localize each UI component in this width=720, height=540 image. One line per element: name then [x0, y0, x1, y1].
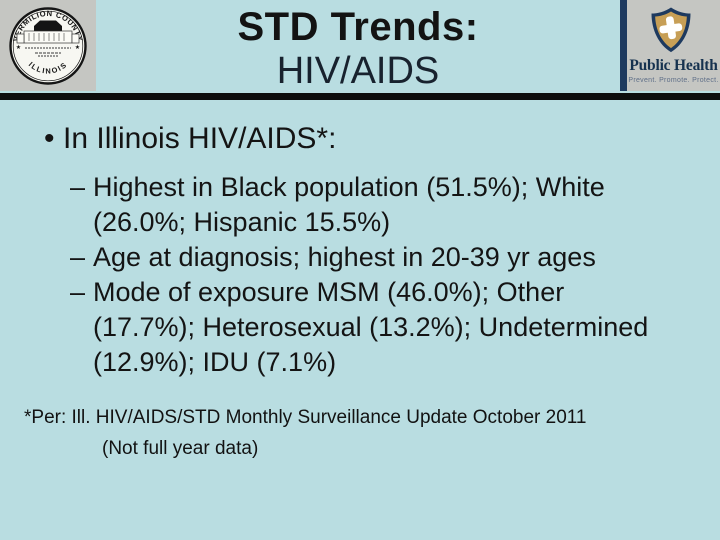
dash-marker: –	[70, 277, 86, 307]
title-line-1: STD Trends:	[237, 5, 479, 49]
vermilion-county-seal-panel: VERMILION COUNTY ILLINOIS ★ ★	[0, 0, 96, 91]
title-line-2: HIV/AIDS	[276, 50, 440, 92]
main-bullet: • In Illinois HIV/AIDS*:	[44, 118, 710, 160]
vermilion-county-seal-icon: VERMILION COUNTY ILLINOIS ★ ★	[9, 7, 87, 85]
footnote-source: *Per: Ill. HIV/AIDS/STD Monthly Surveill…	[24, 407, 587, 428]
main-bullet-text: In Illinois HIV/AIDS*:	[63, 122, 337, 155]
footnote: *Per: Ill. HIV/AIDS/STD Monthly Surveill…	[24, 402, 587, 464]
public-health-logo-panel: Public Health Prevent. Promote. Protect.	[620, 0, 720, 91]
dash-marker: –	[70, 172, 86, 202]
title-divider-bar	[0, 93, 720, 100]
bullet-marker: •	[44, 122, 55, 155]
seal-star-left-icon: ★	[16, 44, 21, 51]
footnote-qualifier: (Not full year data)	[102, 438, 259, 459]
sub-bullet-text: Highest in Black population (51.5%); Whi…	[93, 172, 605, 237]
dash-marker: –	[70, 242, 86, 272]
seal-courthouse-art	[16, 20, 80, 57]
slide-title: STD Trends: HIV/AIDS	[100, 4, 616, 92]
navy-edge-strip	[620, 0, 627, 91]
public-health-shield-icon	[651, 7, 691, 53]
public-health-tagline: Prevent. Promote. Protect.	[628, 77, 719, 84]
sub-bullet-text: Mode of exposure MSM (46.0%); Other (17.…	[93, 277, 649, 377]
slide-body: • In Illinois HIV/AIDS*: – Highest in Bl…	[0, 104, 720, 380]
sub-bullet-age: – Age at diagnosis; highest in 20-39 yr …	[70, 240, 710, 275]
sub-bullet-text: Age at diagnosis; highest in 20-39 yr ag…	[93, 242, 596, 272]
sub-bullet-race: – Highest in Black population (51.5%); W…	[70, 170, 710, 240]
seal-star-right-icon: ★	[75, 44, 80, 51]
sub-bullet-exposure: – Mode of exposure MSM (46.0%); Other (1…	[70, 275, 710, 380]
public-health-wordmark: Public Health	[629, 57, 718, 74]
sub-bullet-list: – Highest in Black population (51.5%); W…	[70, 170, 710, 380]
